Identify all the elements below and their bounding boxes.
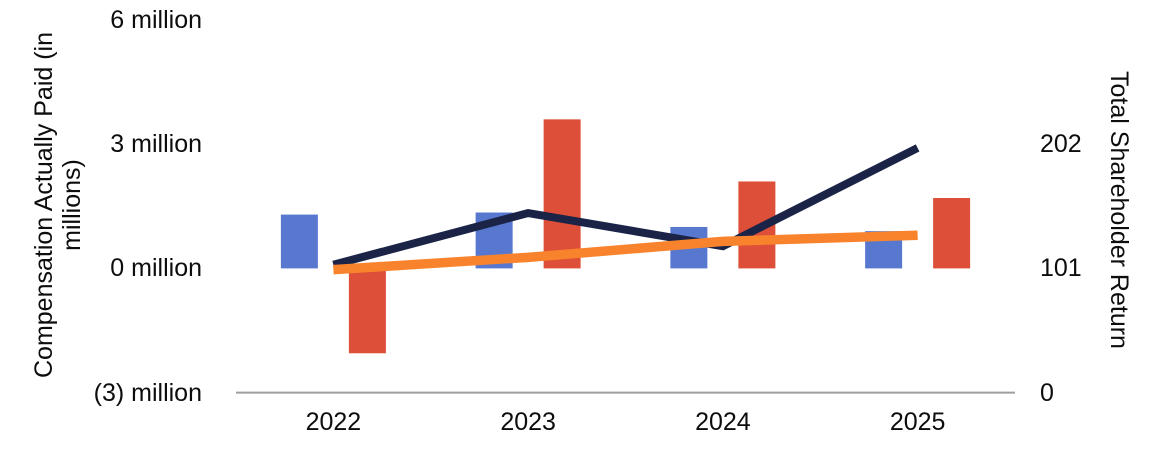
y-right-tick-label-202: 202 [1040, 130, 1082, 159]
y-right-tick-label-101: 101 [1040, 254, 1082, 283]
line-orange [333, 230, 918, 275]
x-tick-label-2023: 2023 [500, 408, 556, 436]
bar-bars-blue-2022 [280, 214, 318, 269]
bar-bars-red-2023 [543, 119, 581, 269]
left-axis-title-line-1: Compensation Actually Paid (in [30, 31, 58, 379]
y-right-tick-label-0: 0 [1040, 378, 1054, 407]
line-dark-navy [332, 144, 920, 269]
x-tick-label-2022: 2022 [305, 408, 362, 436]
bar-bars-red-2022 [348, 268, 386, 354]
y-left-tick-label-0: 0 million [110, 254, 202, 283]
left-axis-title: Compensation Actually Paid (in millions) [30, 15, 86, 395]
bar-bars-red-2025 [933, 198, 971, 269]
x-tick-label-2024: 2024 [695, 408, 751, 436]
x-tick-label-2025: 2025 [889, 408, 946, 436]
y-left-tick-label--3: (3) million [93, 378, 202, 407]
y-left-tick-label-6: 6 million [110, 6, 202, 34]
y-left-tick-label-3: 3 million [110, 130, 202, 159]
right-axis-title: Total Shareholder Return [1105, 71, 1133, 349]
left-axis-title-line-2: millions) [58, 159, 86, 251]
